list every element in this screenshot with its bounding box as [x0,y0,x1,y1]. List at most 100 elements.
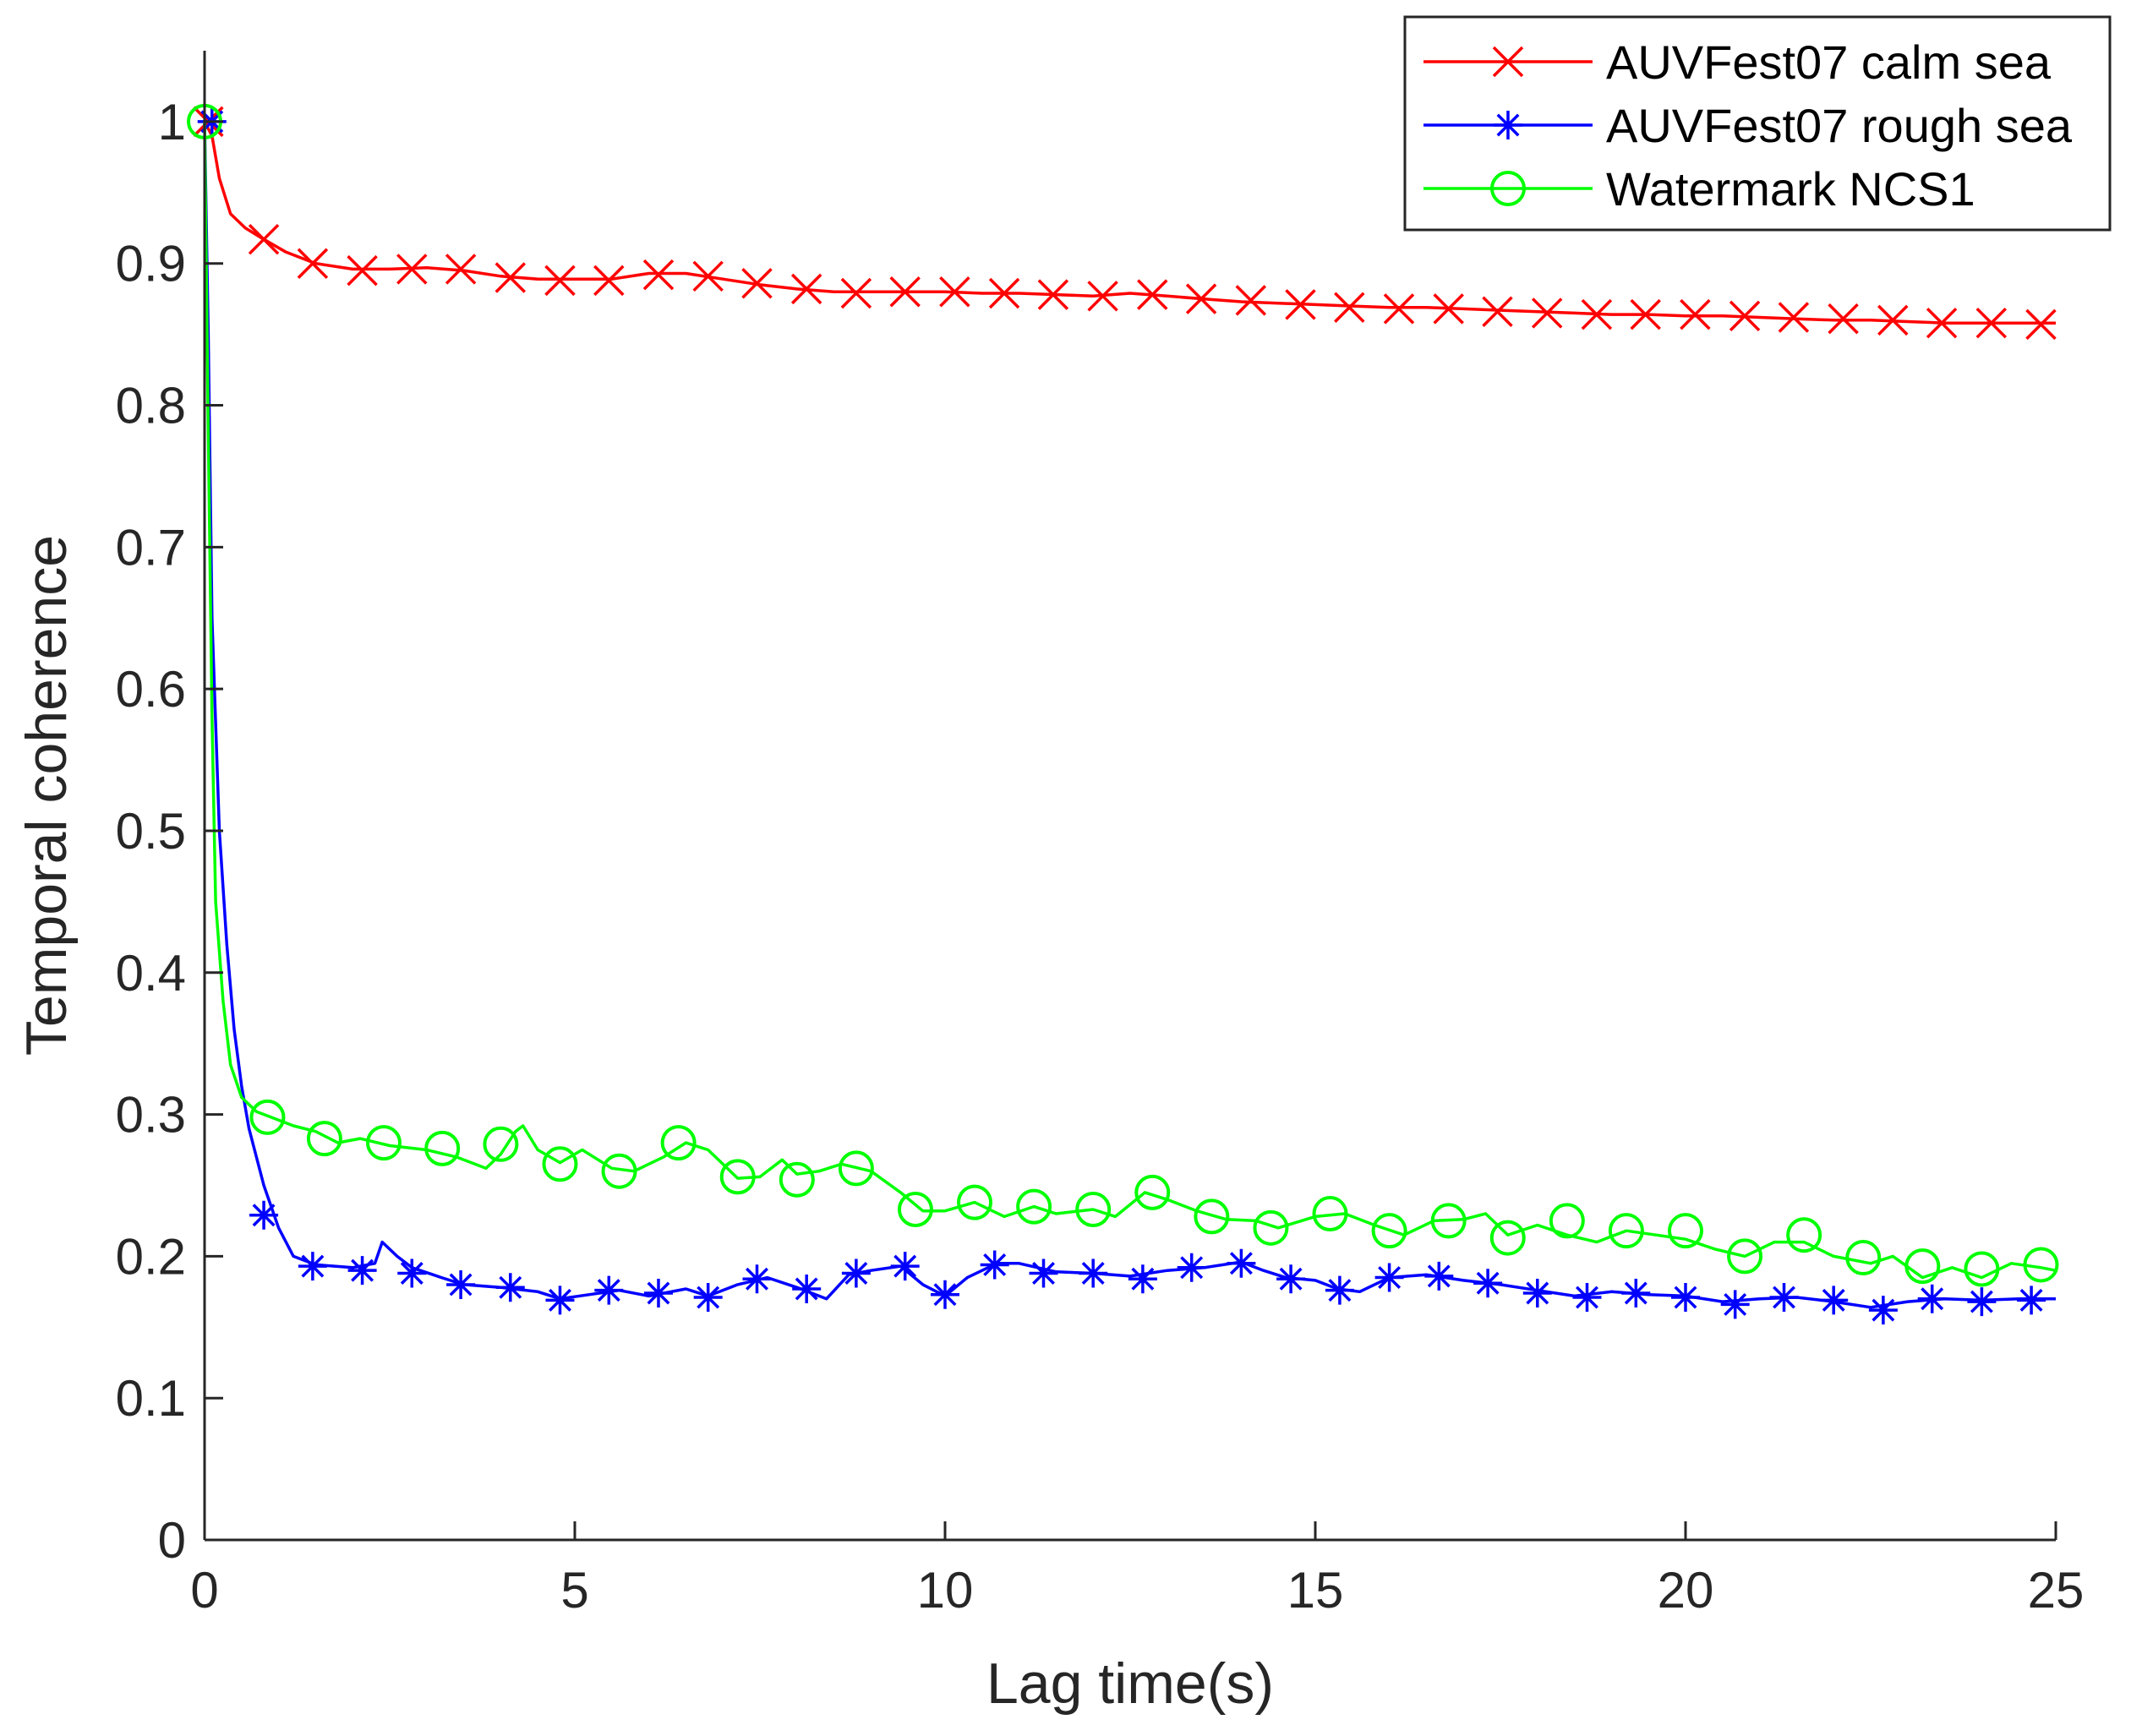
data-point [1029,1258,1058,1288]
data-point [1819,1286,1849,1315]
data-point [1975,307,2008,339]
data-point [790,273,822,305]
y-tick-label: 1 [158,94,186,150]
data-point [365,1125,402,1161]
data-point [1194,1198,1230,1235]
data-point [1075,1192,1112,1228]
data-point [838,1150,874,1187]
y-tick-label: 0.2 [116,1228,186,1285]
legend: AUVFest07 calm sea AUVFest07 rough sea Wat… [1403,15,2112,232]
data-point [483,1126,519,1162]
data-point [1087,281,1118,312]
legend-marker [1494,111,1522,139]
data-point [890,1252,920,1281]
data-point [1522,1279,1552,1308]
legend-label: AUVFest07 calm sea [1606,35,2052,89]
data-point [248,223,280,255]
legend-item: AUVFest07 rough sea [1423,99,2073,152]
data-point [396,254,428,285]
data-point [1720,1290,1750,1319]
data-point [495,262,527,293]
series-1 [193,106,2057,341]
x-axis-label: Lag time(s) [986,1651,1274,1716]
data-point [446,1269,476,1299]
data-point [1964,1251,2000,1287]
data-point [2023,1247,2059,1283]
data-point [642,259,675,291]
data-point [889,276,921,308]
y-tick-label: 0.1 [116,1370,186,1427]
x-tick-label: 15 [1287,1562,1344,1619]
y-tick-label: 0.8 [116,378,186,434]
data-point [693,1283,723,1313]
data-point [1433,293,1464,325]
data-point [779,1161,815,1198]
data-point [841,1258,871,1288]
x-tick-label: 20 [1658,1562,1714,1619]
data-point [1489,1220,1526,1256]
data-point [1671,1283,1700,1313]
data-point [1608,1213,1644,1249]
x-tick-label: 10 [917,1562,974,1619]
data-point [1904,1248,1941,1285]
data-point [792,1274,822,1303]
x-tick-label: 25 [2028,1562,2085,1619]
legend-label: AUVFest07 rough sea [1606,99,2073,152]
data-point [1786,1217,1822,1253]
data-point [445,254,477,285]
legend-item: Watermark NCS1 [1423,162,1975,216]
y-tick-label: 0.7 [116,519,186,576]
series-line [203,121,2056,325]
data-point [306,1121,342,1157]
data-point [939,276,970,308]
data-point [897,1192,933,1228]
data-point [1185,283,1217,314]
data-point [1680,298,1711,330]
y-tick-label: 0.3 [116,1087,186,1144]
data-point [1037,279,1069,310]
legend-item: AUVFest07 calm sea [1423,35,2052,89]
data-point [545,1286,575,1315]
data-point [249,1200,279,1230]
data-point [1729,300,1761,332]
y-axis-label: Temporal coherence [14,535,79,1056]
data-point [594,1275,624,1305]
data-point [1967,1287,1997,1317]
data-point [1137,279,1168,310]
data-point [347,1256,377,1286]
data-point [1778,302,1810,333]
data-point [1473,1269,1503,1298]
x-tick-label: 5 [560,1562,588,1619]
data-point [1235,285,1267,316]
data-point [1482,296,1513,328]
legend-label: Watermark NCS1 [1606,162,1975,216]
y-tick-label: 0.6 [116,661,186,718]
ticks: 0 5 10 15 20 25 0 0.1 0.2 0.3 0.4 0.5 0.6 0.7 0.8 0.9 1 [116,94,2085,1619]
data-point [298,1252,327,1281]
series-2 [197,106,2056,1325]
data-point [2025,308,2057,341]
data-point [1383,293,1415,325]
data-point [1227,1248,1256,1278]
data-point [1668,1213,1703,1249]
data-point [1926,307,1958,339]
data-point [957,1184,993,1220]
data-point [1845,1240,1882,1276]
data-point [741,267,773,299]
data-point [249,1099,286,1135]
data-point [719,1159,756,1195]
data-point [1581,298,1613,330]
data-point [424,1130,461,1166]
y-tick-label: 0 [158,1512,186,1569]
data-point [643,1279,673,1308]
data-point [931,1280,959,1309]
data-point [1334,292,1365,323]
data-point [692,260,724,292]
data-point [1325,1275,1354,1305]
data-point [1430,1203,1467,1239]
data-point [1868,1296,1898,1325]
data-point [1424,1261,1454,1291]
y-tick-label: 0.9 [116,236,186,292]
